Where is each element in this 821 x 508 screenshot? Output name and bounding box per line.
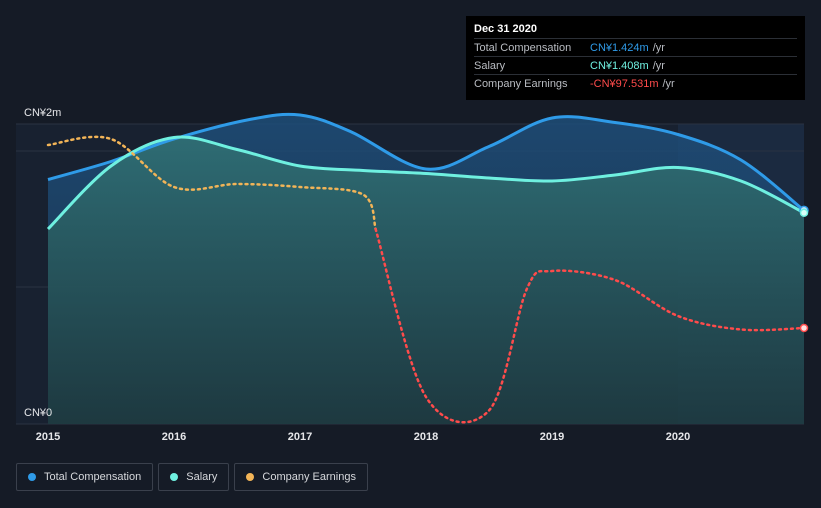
tooltip-date: Dec 31 2020 [474, 23, 537, 35]
tooltip-unit: /yr [652, 41, 665, 54]
salary-area [48, 137, 804, 424]
tooltip-row-earnings: Company Earnings -CN¥97.531m /yr [474, 74, 797, 92]
tooltip-value: -CN¥97.531m [590, 77, 659, 90]
legend-dot-icon [170, 473, 179, 481]
tooltip-row-total: Total Compensation CN¥1.424m /yr [474, 38, 797, 56]
legend-item-total-compensation[interactable]: Total Compensation [16, 463, 154, 491]
x-tick-label: 2018 [413, 431, 439, 443]
legend-dot-icon [246, 473, 255, 481]
tooltip-value: CN¥1.408m [590, 59, 649, 72]
tooltip-label: Total Compensation [474, 41, 572, 54]
tooltip-unit: /yr [652, 59, 665, 72]
x-tick-label: 2016 [161, 431, 187, 443]
series-lines [46, 112, 806, 424]
area-fills [48, 114, 804, 425]
legend-label: Company Earnings [262, 471, 356, 483]
end-markers [799, 205, 809, 333]
tooltip-panel: Dec 31 2020 Total Compensation CN¥1.424m… [466, 16, 805, 100]
x-tick-label: 2017 [287, 431, 313, 443]
salary-end-point [799, 208, 809, 218]
y-axis-bottom-label: CN¥0 [24, 407, 53, 419]
company-earnings-line-negative [374, 227, 806, 424]
y-axis-top-label: CN¥2m [24, 107, 62, 119]
company-earnings-end-point [799, 323, 809, 333]
legend-label: Salary [186, 471, 218, 483]
x-tick-label: 2020 [665, 431, 691, 443]
tooltip-label: Salary [474, 59, 506, 72]
legend: Total Compensation Salary Company Earnin… [16, 463, 368, 491]
legend-dot-icon [28, 473, 36, 481]
legend-label: Total Compensation [44, 471, 142, 483]
x-tick-label: 2019 [539, 431, 565, 443]
salary-line [46, 135, 805, 231]
legend-item-company-earnings[interactable]: Company Earnings [234, 463, 368, 491]
tooltip-label: Company Earnings [474, 77, 568, 90]
tooltip-unit: /yr [662, 77, 675, 90]
company-earnings-line-positive [46, 135, 377, 231]
x-tick-label: 2015 [35, 431, 61, 443]
tooltip-value: CN¥1.424m [590, 41, 649, 54]
tooltip-row-salary: Salary CN¥1.408m /yr [474, 56, 797, 74]
legend-item-salary[interactable]: Salary [158, 463, 230, 491]
